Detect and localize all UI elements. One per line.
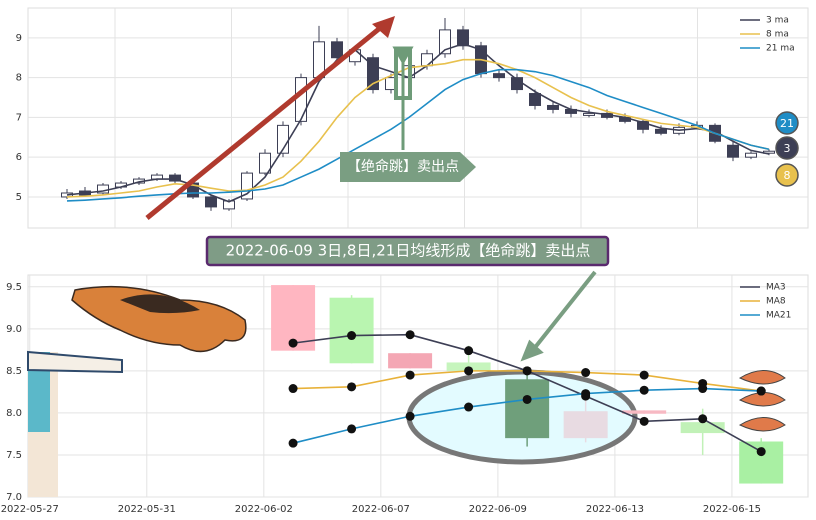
ma-line (66, 68, 770, 202)
ma-dot (581, 368, 591, 378)
legend-label: MA8 (766, 297, 786, 307)
fish (738, 370, 786, 385)
y-tick-label: 8 (16, 73, 22, 84)
candle-body (637, 120, 649, 130)
banner (205, 235, 610, 267)
ma-dot (756, 447, 766, 457)
ma-dot (464, 402, 474, 412)
ma-dot (347, 424, 357, 434)
y-tick-label: 8.5 (6, 366, 22, 377)
candle-body (655, 128, 667, 134)
jump-arrow (392, 46, 414, 150)
candle-body (205, 196, 217, 208)
x-tick-label: 2022-05-27 (1, 504, 59, 515)
candle-body (388, 353, 433, 369)
ma-dot (347, 382, 357, 392)
ma-dot (639, 370, 649, 380)
ma-dot (288, 338, 298, 348)
legend-label: 21 ma (766, 44, 795, 54)
fish (738, 417, 786, 432)
legend-label: MA21 (766, 311, 791, 321)
candle-body (439, 29, 451, 55)
candle-body (421, 53, 433, 67)
candle-body (727, 144, 739, 158)
candle-body (529, 93, 541, 106)
y-tick-label: 7.5 (6, 450, 22, 461)
top-frame (27, 7, 809, 229)
x-tick-label: 2022-06-02 (235, 504, 293, 515)
candle-body (259, 152, 271, 174)
ma-dot (405, 370, 415, 380)
end-badge-label: 8 (784, 169, 791, 182)
candle-body (493, 73, 505, 79)
ma-dot (405, 411, 415, 421)
ma-dot (405, 330, 415, 340)
ma-dot (464, 366, 474, 376)
ma-dot (464, 346, 474, 356)
candle-body (367, 57, 379, 91)
y-tick-label: 8.0 (6, 408, 22, 419)
y-tick-label: 6 (16, 152, 22, 163)
chart-title: 2022-06-09 3日,8日,21日均线形成【绝命跳】卖出点 (226, 242, 591, 260)
candle-body (547, 104, 559, 110)
pointer-arrow (520, 270, 597, 362)
ma-dot (522, 394, 532, 404)
ma-dot (639, 385, 649, 395)
x-tick-label: 2022-06-15 (703, 504, 761, 515)
x-tick-label: 2022-06-09 (469, 504, 527, 515)
candle-body (457, 29, 469, 47)
ma-dot (581, 389, 591, 399)
y-tick-label: 7 (16, 112, 22, 123)
legend-label: MA3 (766, 283, 786, 293)
candle-body (680, 422, 725, 434)
dog (71, 285, 247, 353)
y-tick-label: 9 (16, 33, 22, 44)
x-tick-label: 2022-06-07 (352, 504, 410, 515)
annotation: 【绝命跳】卖出点 (347, 158, 459, 175)
y-tick-label: 5 (16, 192, 22, 203)
candle-body (745, 152, 757, 158)
ma-dot (288, 438, 298, 448)
ma-line (66, 58, 770, 198)
y-tick-label: 9.5 (6, 282, 22, 293)
ma-line (66, 42, 770, 203)
legend-label: 3 ma (766, 16, 789, 26)
ma-dot (756, 386, 766, 396)
y-tick-label: 7.0 (6, 492, 22, 503)
dog-back (120, 294, 200, 314)
end-badge-label: 3 (784, 142, 791, 155)
candle-body (505, 379, 550, 439)
diving-board (27, 350, 123, 374)
trend-arrow-head (372, 16, 395, 38)
candle-body (583, 112, 595, 116)
label-arrow (340, 152, 476, 182)
x-tick-label: 2022-05-31 (118, 504, 176, 515)
fish (738, 392, 786, 407)
end-badge (775, 163, 799, 187)
board-side (28, 352, 50, 432)
ma-dot (698, 384, 708, 394)
ma-dot (639, 416, 649, 426)
end-badge-label: 21 (780, 117, 794, 130)
candle-body (563, 411, 608, 439)
x-tick-label: 2022-06-13 (586, 504, 644, 515)
end-badge (775, 111, 799, 135)
end-badge (775, 136, 799, 160)
y-tick-label: 9.0 (6, 324, 22, 335)
trend-arrow (145, 22, 387, 220)
ma-dot (698, 414, 708, 424)
candle-body (241, 172, 253, 200)
candle-body (329, 297, 374, 364)
candle-body (331, 41, 343, 59)
candle-body (622, 410, 667, 414)
ma-dot (288, 384, 298, 394)
legend-label: 8 ma (766, 30, 789, 40)
candle-body (295, 77, 307, 122)
ma-dot (522, 366, 532, 376)
ma-dot (347, 331, 357, 341)
candle-body (169, 174, 181, 182)
